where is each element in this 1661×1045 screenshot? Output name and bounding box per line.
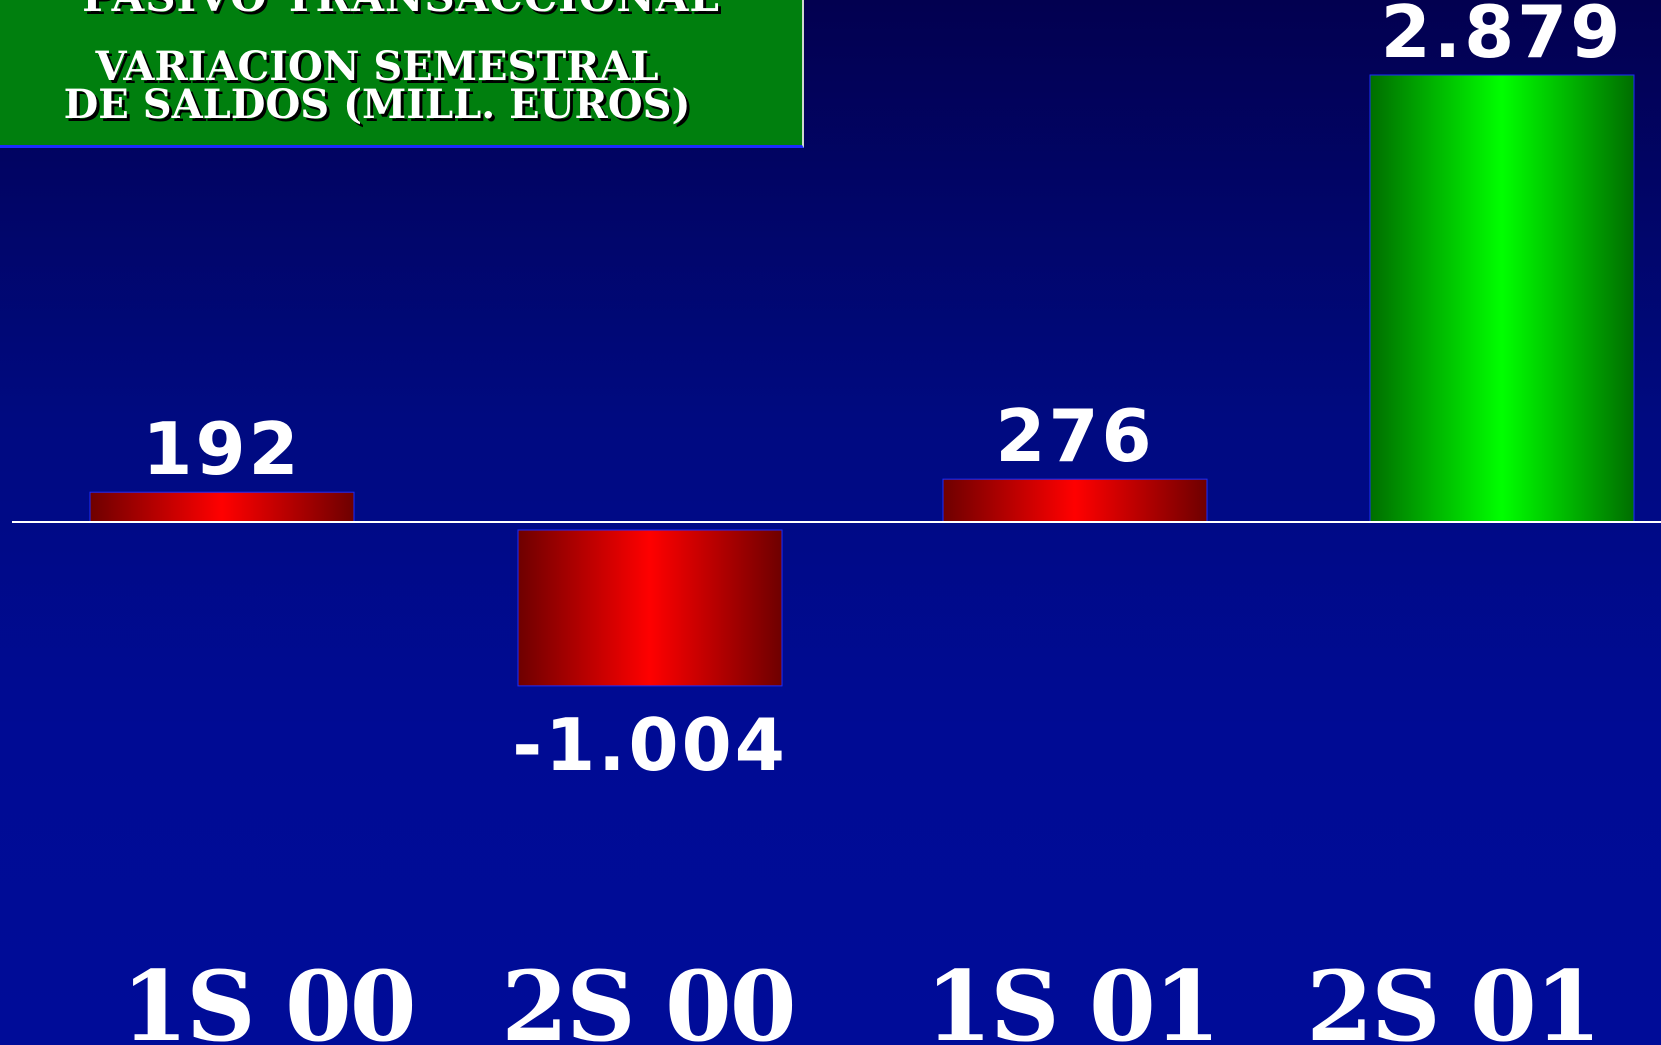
chart-title-box: PASIVO TRANSACCIONAL VARIACION SEMESTRAL… — [0, 0, 804, 148]
value-label-2s-00: -1.004 — [512, 703, 788, 787]
category-label-2s-00: 2S 00 — [501, 950, 794, 1045]
chart-subtitle: VARIACION SEMESTRAL DE SALDOS (MILL. EUR… — [63, 43, 691, 128]
value-label-1s-01: 276 — [995, 394, 1154, 478]
value-label-1s-00: 192 — [142, 407, 301, 491]
bar-2s-01 — [1369, 74, 1635, 523]
category-label-1s-00: 1S 00 — [121, 950, 414, 1045]
labels-layer: 192 1S 00 -1.004 2S 00 276 1S 01 2.879 2S 01 — [121, 0, 1624, 1045]
bar-1s-00 — [89, 491, 355, 523]
bar-1s-01 — [942, 478, 1208, 523]
category-label-2s-01: 2S 01 — [1306, 950, 1599, 1045]
bars-layer — [89, 74, 1635, 687]
chart-title: PASIVO TRANSACCIONAL — [0, 0, 802, 21]
value-label-2s-01: 2.879 — [1381, 0, 1624, 74]
bar-2s-00 — [517, 529, 783, 687]
category-label-1s-01: 1S 01 — [925, 950, 1218, 1045]
